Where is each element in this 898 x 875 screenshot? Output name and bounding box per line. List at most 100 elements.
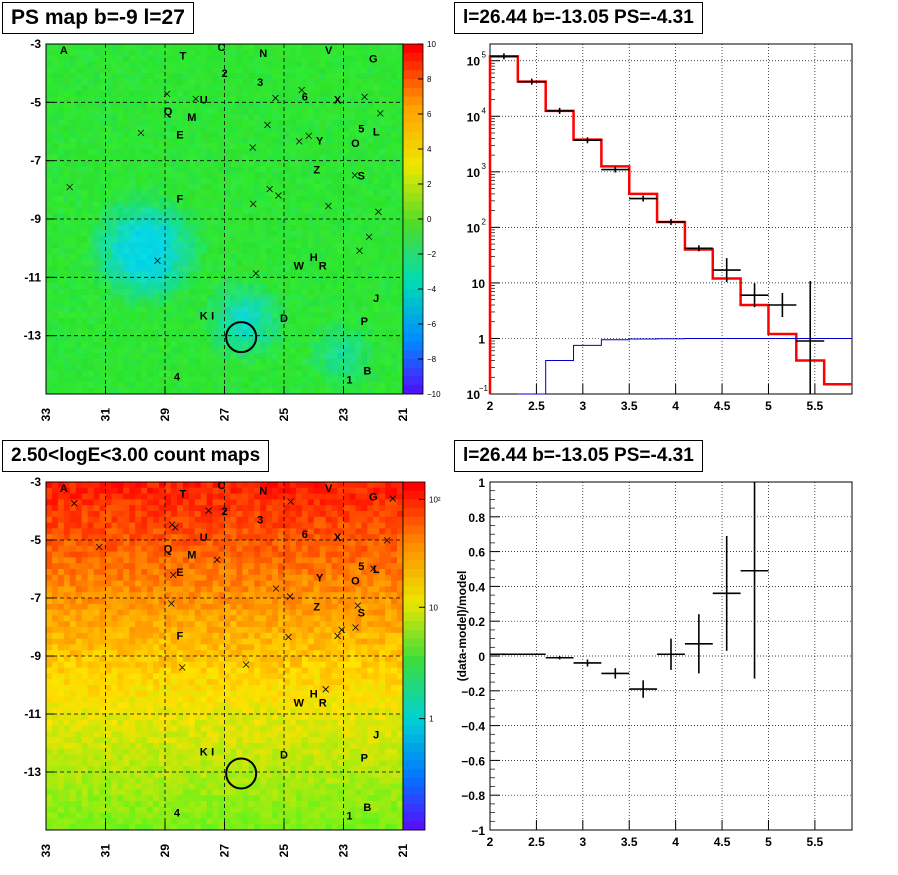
count-map-source-label: B: [363, 802, 371, 814]
count-map-source-label: 5: [358, 561, 364, 573]
count-map-source-label: N: [259, 486, 267, 498]
spectrum-ytick-exponent: 5: [482, 51, 487, 60]
count-map-source-marker: [242, 661, 250, 668]
ps-map-source-label: 5: [358, 124, 364, 136]
ps-map-xtick-label: 25: [277, 408, 291, 422]
residual-ytick-label: −0.2: [461, 685, 485, 699]
ps-map-source-label: 1: [346, 374, 352, 386]
ps-map-source-marker: [298, 86, 305, 94]
ps-map-source-marker: [266, 185, 273, 193]
spectrum-panel-title: l=26.44 b=-13.05 PS=-4.31: [454, 2, 703, 34]
ps-map-source-label: Z: [313, 164, 320, 176]
count-map-xtick-label: 27: [218, 844, 232, 858]
ps-map-source-label: N: [259, 48, 267, 60]
ps-map-target-circle: [225, 321, 258, 354]
count-map-source-marker: [287, 498, 294, 505]
ps-map-source-label: 6: [302, 92, 308, 104]
ps-map-source-marker: [305, 132, 313, 140]
count-map-source-label: G: [369, 492, 378, 504]
count-map-source-label: R: [319, 697, 327, 709]
count-map-source-label: O: [351, 576, 360, 588]
count-map-source-label: A: [60, 483, 68, 495]
ps-map-source-label: Q: [164, 106, 173, 118]
ps-map-source-marker: [154, 257, 161, 265]
ps-map-xtick-label: 31: [99, 408, 113, 422]
count-map-source-label: P: [361, 753, 368, 765]
count-map-xtick-label: 29: [158, 844, 172, 858]
ps-map-ytick-label: -7: [30, 154, 41, 168]
ps-map-source-label: I: [211, 310, 214, 322]
ps-map-xtick-label: 29: [158, 408, 172, 422]
ps-map-ytick-label: -13: [24, 329, 42, 343]
ps-map-heatmap: [46, 44, 404, 395]
residual-ytick-label: −0.6: [461, 754, 485, 768]
ps-map-xtick-label: 23: [337, 408, 351, 422]
spectrum-xtick-label: 2.5: [528, 399, 545, 413]
ps-map-xtick-label: 21: [396, 408, 410, 422]
spectrum-ytick-label: 10: [467, 110, 481, 124]
ps-map-source-label: G: [369, 54, 378, 66]
residual-ytick-label: 0.2: [468, 615, 485, 629]
ps-map-source-marker: [264, 121, 271, 129]
ps-map-source-label: S: [358, 170, 365, 182]
count-map-colorbar-frame: [402, 481, 426, 831]
ps-map-source-label: F: [177, 194, 184, 206]
count-map-source-label: Y: [316, 573, 324, 585]
ps-map-colorbar-label: −2: [427, 250, 437, 259]
count-map-ytick-label: -11: [24, 707, 41, 721]
ps-map-source-label: V: [325, 45, 333, 57]
ps-map-source-marker: [249, 144, 256, 151]
ps-map-ytick-label: -9: [30, 212, 41, 226]
map-panel-title: PS map b=-9 l=27: [2, 2, 194, 34]
ps-map-source-marker: [252, 270, 260, 277]
residual-xtick-label: 4: [672, 835, 679, 849]
count-map-source-label: Q: [164, 544, 173, 556]
count-map-source-marker: [389, 495, 397, 502]
count-map-source-label: D: [280, 750, 288, 762]
count-map-colorbar-label: 10: [429, 603, 438, 612]
count-map-source-marker: [178, 664, 186, 671]
count-map-source-label: H: [310, 689, 318, 701]
ps-map-colorbar-label: 0: [427, 215, 432, 224]
ps-map-colorbar-label: −6: [427, 320, 437, 329]
ps-map-source-label: R: [319, 261, 327, 273]
ps-map-source-marker: [377, 110, 384, 117]
count-map-xtick-label: 23: [337, 844, 351, 858]
ps-map-source-marker: [192, 95, 200, 103]
ps-map-source-label: U: [200, 94, 208, 106]
count-map-source-label: L: [373, 564, 380, 576]
ps-map-source-marker: [356, 247, 363, 254]
count-map-heatmap: [46, 482, 404, 831]
ps-map-source-marker: [295, 138, 303, 145]
ps-map-source-label: T: [179, 51, 186, 63]
spectrum-ytick-exponent: 4: [482, 106, 487, 115]
count-map-source-marker: [70, 499, 78, 507]
residual-xtick-label: 5.5: [807, 835, 824, 849]
ps-map-source-label: E: [176, 129, 183, 141]
residual-panel-title: l=26.44 b=-13.05 PS=-4.31: [454, 440, 703, 472]
ps-map-source-marker: [375, 208, 382, 216]
spectrum-ytick-label: 10: [467, 221, 481, 235]
ps-map-source-label: D: [280, 313, 288, 325]
count-map-ytick-label: -9: [30, 649, 41, 663]
ps-map-source-label: O: [351, 138, 360, 150]
spectrum-ytick-label: 10: [472, 277, 486, 291]
ps-map-source-marker: [275, 192, 282, 199]
ps-map-source-label: 4: [174, 372, 181, 384]
ps-map-source-label: K: [200, 310, 208, 322]
ps-map-source-label: H: [310, 252, 318, 264]
residual-xtick-label: 4.5: [714, 835, 731, 849]
count-map-source-label: 4: [174, 808, 181, 820]
count-map-source-label: 1: [346, 811, 352, 823]
ps-map-xtick-label: 27: [218, 408, 232, 422]
residual-xtick-label: 5: [765, 835, 772, 849]
ps-map-source-label: X: [334, 94, 342, 106]
ps-map-source-label: J: [373, 293, 379, 305]
count-map-source-marker: [285, 633, 292, 641]
residual-xtick-label: 3: [579, 835, 586, 849]
spectrum-ytick-label: 10: [467, 166, 481, 180]
count-map-source-label: 6: [302, 529, 308, 541]
ps-map-colorbar: [403, 44, 423, 395]
count-map-source-label: 3: [257, 515, 263, 527]
count-map-ytick-label: -3: [30, 475, 41, 489]
